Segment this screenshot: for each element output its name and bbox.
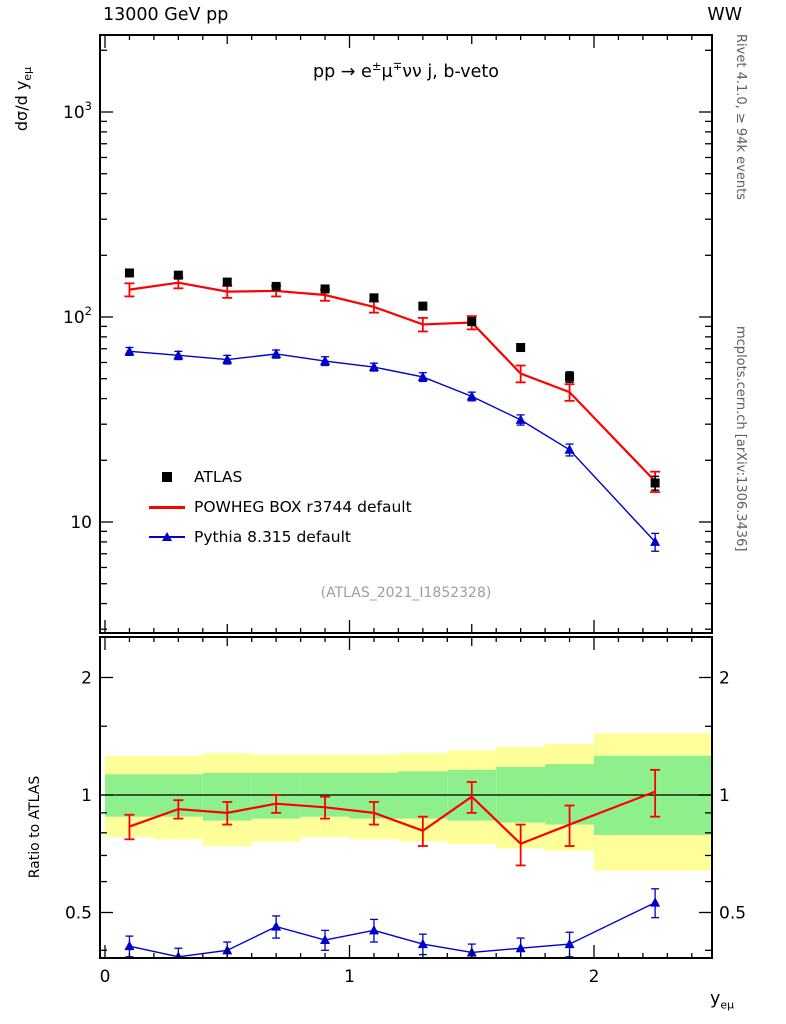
main-frame [99,34,713,634]
title-prefix: pp [313,61,341,82]
header-beam-energy: 13000 GeV pp [103,5,229,25]
analysis-id-watermark: (ATLAS_2021_I1852328) [320,585,492,601]
mcplots-attribution: mcplots.cern.ch [arXiv:1306.3436] [733,326,748,552]
legend-item-pythia: Pythia 8.315 default [149,522,412,552]
legend-marker-atlas [149,469,185,485]
main-y-tick-label: 102 [63,304,92,328]
axis-ticks [100,35,712,958]
legend-label-pythia: Pythia 8.315 default [194,528,351,546]
legend-label-atlas: ATLAS [194,468,243,486]
tick-labels: 10 102 103 0.5 0.5 1 1 2 2 0 1 2 [63,99,746,987]
rivet-version-note: Rivet 4.1.0, ≥ 94k events [733,34,748,200]
title-suffix: νν j, b-veto [402,61,499,82]
legend-marker-powheg [149,499,185,515]
legend-label-powheg: POWHEG BOX r3744 default [194,498,412,516]
x-tick-label: 2 [589,967,600,987]
red-line-icon [149,505,185,509]
legend: ATLAS POWHEG BOX r3744 default Pythia 8.… [149,462,412,552]
ratio-y-tick-label-right: 1 [719,786,730,806]
y-axis-label-text: dσ/d y [12,80,31,132]
title-arrow: → [340,61,362,82]
title-muon: μ [381,61,393,82]
plot-title: pp → e±μ∓νν j, b-veto [100,59,712,82]
ratio-y-tick-label-left: 1 [81,786,92,806]
x-tick-label: 1 [344,967,355,987]
y-axis-label-subscript: eμ [21,66,35,81]
ratio-axis-label: Ratio to ATLAS [27,775,43,879]
ratio-y-tick-label-left: 0.5 [65,904,92,924]
ratio-uncertainty-bands [105,733,711,871]
y-axis-label: dσ/d yeμ [12,39,34,159]
legend-marker-pythia [149,529,185,545]
ratio-frame [99,636,713,959]
triangle-marker-icon [162,532,172,541]
main-series [124,268,661,552]
legend-item-atlas: ATLAS [149,462,412,492]
x-axis-label-subscript: eμ [720,998,735,1012]
ratio-y-tick-label-right: 0.5 [719,904,746,924]
ratio-y-tick-label-right: 2 [719,669,730,689]
main-y-tick-label: 10 [70,513,92,533]
title-e-charge: ± [371,59,382,73]
title-electron: e [361,61,372,82]
ratio-y-tick-label-left: 2 [81,669,92,689]
header-process-group: WW [707,5,742,25]
main-y-tick-label: 103 [63,99,92,123]
square-marker-icon [162,472,172,482]
x-tick-label: 0 [100,967,111,987]
x-axis-label: yeμ [710,989,734,1012]
legend-item-powheg: POWHEG BOX r3744 default [149,492,412,522]
x-axis-label-text: y [710,989,721,1009]
title-mu-charge: ∓ [392,59,403,73]
